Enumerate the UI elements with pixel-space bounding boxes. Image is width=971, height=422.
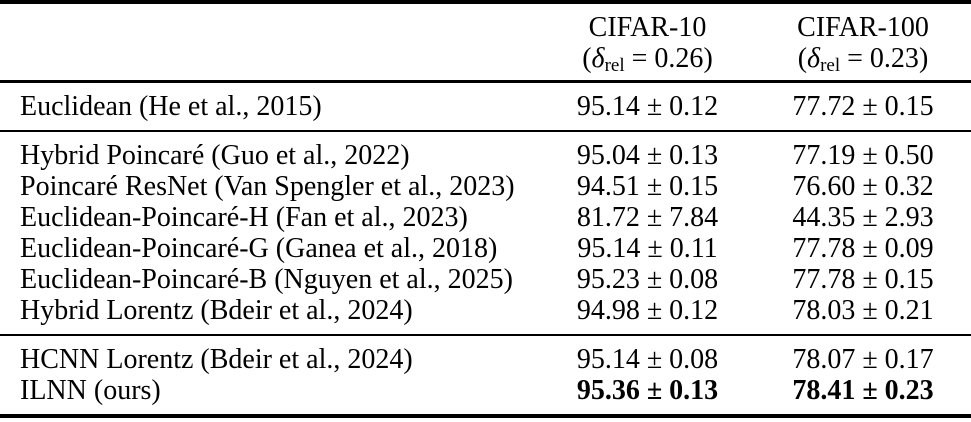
cifar100-value: 77.72 ± 0.15 — [792, 91, 934, 122]
header-row: CIFAR-10 (δrel = 0.26) CIFAR-100 (δrel = 0… — [0, 2, 971, 82]
table-row: Euclidean-Poincaré-H (Fan et al., 2023) … — [0, 202, 971, 233]
model-label: Euclidean-Poincaré-B (Nguyen et al., 202… — [20, 264, 513, 295]
cifar100-value: 76.60 ± 0.32 — [792, 171, 934, 202]
paren-close: ) — [703, 43, 713, 74]
cifar10-value: 95.04 ± 0.13 — [576, 140, 719, 171]
section-euclidean-baseline: Euclidean (He et al., 2015) 95.14 ± 0.12… — [0, 82, 971, 132]
model-label: Hybrid Poincaré (Guo et al., 2022) — [20, 140, 410, 171]
paren-open: ( — [797, 43, 808, 74]
table-row: Euclidean-Poincaré-G (Ganea et al., 2018… — [0, 233, 971, 264]
model-label: Hybrid Lorentz (Bdeir et al., 2024) — [20, 295, 413, 326]
model-label: Euclidean-Poincaré-H (Fan et al., 2023) — [20, 202, 468, 233]
cifar100-value: 78.03 ± 0.21 — [792, 295, 934, 326]
cifar10-value: 94.98 ± 0.12 — [576, 295, 719, 326]
cifar10-value: 94.51 ± 0.15 — [576, 171, 719, 202]
dataset-name-cifar10: CIFAR-10 — [588, 12, 707, 43]
cifar10-value: 95.14 ± 0.11 — [577, 233, 718, 264]
section-lorentz-and-ours: HCNN Lorentz (Bdeir et al., 2024) 95.14 … — [0, 335, 971, 416]
model-label: Euclidean (He et al., 2015) — [20, 91, 322, 122]
table-row-ours: ILNN (ours) 95.36 ± 0.13 78.41 ± 0.23 — [0, 375, 971, 416]
model-label: Poincaré ResNet (Van Spengler et al., 20… — [20, 171, 515, 202]
cifar10-value: 95.14 ± 0.08 — [576, 344, 719, 375]
model-label: ILNN (ours) — [20, 375, 161, 406]
delta-subscript: rel — [820, 55, 841, 77]
cifar100-value-best: 78.41 ± 0.23 — [792, 375, 934, 406]
model-label: HCNN Lorentz (Bdeir et al., 2024) — [20, 344, 413, 375]
delta-symbol: δ — [591, 43, 605, 74]
section-hyperbolic-baselines: Hybrid Poincaré (Guo et al., 2022) 95.04… — [0, 131, 971, 335]
delta-subscript: rel — [604, 55, 625, 77]
table-header: CIFAR-10 (δrel = 0.26) CIFAR-100 (δrel = 0… — [0, 2, 971, 82]
cifar100-value: 77.78 ± 0.15 — [792, 264, 934, 295]
delta-symbol: δ — [807, 43, 821, 74]
table-row: Euclidean-Poincaré-B (Nguyen et al., 202… — [0, 264, 971, 295]
table-row: Hybrid Poincaré (Guo et al., 2022) 95.04… — [0, 131, 971, 171]
cifar10-value-best: 95.36 ± 0.13 — [576, 375, 719, 406]
cifar100-value: 77.78 ± 0.09 — [792, 233, 934, 264]
column-header-cifar100: CIFAR-100 (δrel = 0.23) — [755, 2, 971, 82]
paren-close: ) — [918, 43, 929, 74]
cifar10-value: 95.23 ± 0.08 — [576, 264, 719, 295]
column-header-cifar10: CIFAR-10 (δrel = 0.26) — [540, 2, 755, 82]
delta-value: = 0.26 — [624, 43, 704, 74]
cifar100-value: 78.07 ± 0.17 — [792, 344, 934, 375]
delta-spec-cifar10: (δrel = 0.26) — [582, 43, 713, 77]
delta-value: = 0.23 — [840, 43, 919, 74]
cifar100-value: 44.35 ± 2.93 — [792, 202, 934, 233]
paren-open: ( — [582, 43, 592, 74]
table-row: Euclidean (He et al., 2015) 95.14 ± 0.12… — [0, 82, 971, 132]
cifar10-value: 81.72 ± 7.84 — [576, 202, 719, 233]
table-row: Hybrid Lorentz (Bdeir et al., 2024) 94.9… — [0, 295, 971, 335]
corner-cell — [0, 2, 540, 82]
cifar10-value: 95.14 ± 0.12 — [576, 91, 719, 122]
table-row: Poincaré ResNet (Van Spengler et al., 20… — [0, 171, 971, 202]
model-label: Euclidean-Poincaré-G (Ganea et al., 2018… — [20, 233, 498, 264]
table-row: HCNN Lorentz (Bdeir et al., 2024) 95.14 … — [0, 335, 971, 375]
cifar100-value: 77.19 ± 0.50 — [792, 140, 934, 171]
delta-spec-cifar100: (δrel = 0.23) — [797, 43, 929, 77]
dataset-name-cifar100: CIFAR-100 — [797, 12, 929, 43]
